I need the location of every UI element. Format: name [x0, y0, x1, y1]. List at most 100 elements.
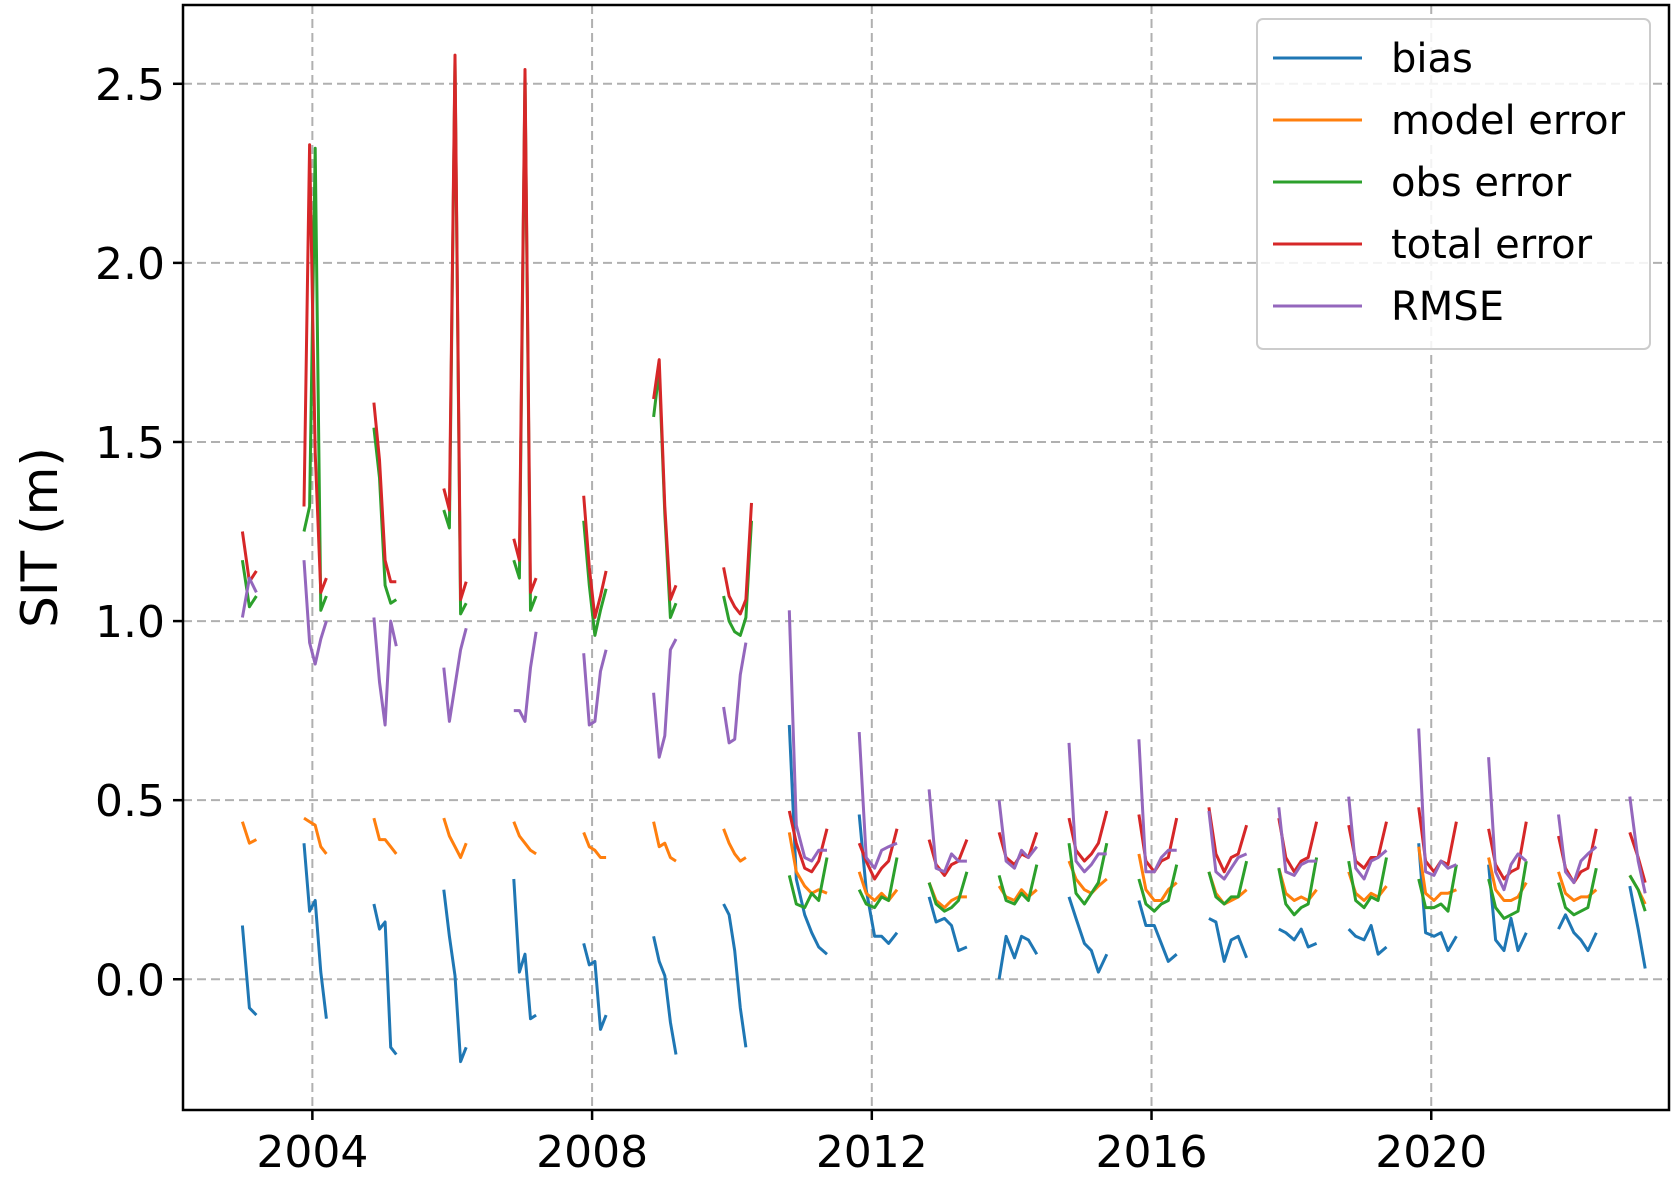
legend: bias model error obs error total error RMSE [1256, 18, 1651, 350]
model-error-segment-8 [722, 828, 747, 863]
obs-error-segment-13 [1067, 842, 1109, 906]
x-axis-ticks: 2004 2008 2012 2016 2020 [256, 1110, 1487, 1178]
rmse-segment-17 [1347, 796, 1388, 881]
obs-error-segment-14 [1137, 864, 1179, 913]
legend-box [1256, 18, 1651, 350]
legend-label-rmse: RMSE [1391, 284, 1504, 330]
total-error-segment-7 [652, 358, 678, 602]
bias-segment-20 [1557, 913, 1598, 953]
bias-segment-5 [512, 878, 537, 1021]
model-error-segment-18 [1417, 846, 1457, 902]
obs-error-segment-12 [997, 864, 1039, 906]
x-tick-label-2012: 2012 [816, 1127, 928, 1178]
obs-error-segment-2 [302, 146, 328, 612]
bias-segment-18 [1417, 843, 1458, 953]
total-error-segment-5 [512, 68, 538, 594]
x-tick-label-2020: 2020 [1375, 1127, 1487, 1178]
y-axis-ticks: 0.0 0.5 1.0 1.5 2.0 2.5 [95, 60, 183, 1006]
obs-error-segment-1 [240, 559, 258, 609]
series-lines [240, 53, 1647, 1064]
obs-error-segment-17 [1347, 857, 1388, 910]
rmse-segment-7 [652, 638, 678, 759]
model-error-segment-6 [582, 831, 607, 859]
obs-error-segment-9 [787, 857, 829, 910]
obs-error-segment-3 [372, 427, 398, 605]
total-error-segment-2 [302, 143, 328, 594]
obs-error-segment-20 [1557, 867, 1598, 917]
rmse-segment-18 [1417, 728, 1457, 877]
bias-segment-17 [1347, 924, 1388, 956]
legend-label-bias: bias [1391, 36, 1473, 82]
rmse-segment-4 [442, 627, 468, 723]
rmse-segment-6 [582, 649, 608, 727]
rmse-segment-14 [1137, 739, 1177, 874]
bias-segment-7 [652, 935, 678, 1055]
y-tick-label-1.0: 1.0 [95, 597, 165, 648]
obs-error-segment-11 [927, 871, 969, 913]
total-error-segment-6 [582, 495, 608, 619]
x-tick-label-2016: 2016 [1096, 1127, 1208, 1178]
y-tick-label-1.5: 1.5 [95, 418, 165, 469]
total-error-segment-3 [372, 402, 397, 584]
rmse-segment-9 [787, 610, 827, 863]
rmse-segment-20 [1557, 814, 1598, 885]
legend-label-model-error: model error [1391, 98, 1626, 144]
x-tick-label-2008: 2008 [536, 1127, 648, 1178]
rmse-segment-1 [240, 576, 258, 618]
rmse-segment-21 [1628, 796, 1647, 894]
bias-segment-2 [302, 843, 328, 1019]
bias-segment-21 [1628, 885, 1647, 969]
obs-error-segment-15 [1207, 860, 1249, 906]
rmse-segment-11 [927, 789, 967, 874]
obs-error-segment-21 [1628, 874, 1647, 912]
bias-segment-3 [372, 903, 398, 1056]
total-error-segment-9 [787, 810, 829, 874]
rmse-segment-15 [1207, 810, 1248, 881]
rmse-segment-19 [1487, 757, 1528, 892]
bias-segment-16 [1278, 927, 1318, 949]
bias-segment-8 [722, 903, 748, 1048]
rmse-segment-10 [857, 732, 898, 870]
bias-segment-12 [997, 934, 1039, 980]
total-error-segment-4 [442, 53, 468, 602]
bias-segment-15 [1208, 917, 1248, 963]
obs-error-segment-19 [1487, 860, 1528, 920]
total-error-segment-8 [722, 502, 753, 616]
plot-frame [181, 3, 1671, 1112]
model-error-segment-4 [442, 817, 468, 859]
obs-error-segment-10 [857, 857, 899, 910]
rmse-segment-2 [302, 560, 328, 666]
y-tick-label-2.0: 2.0 [95, 239, 165, 290]
model-error-segment-3 [372, 817, 398, 855]
bias-segment-1 [240, 925, 258, 1017]
bias-segment-6 [582, 943, 608, 1031]
x-tick-label-2004: 2004 [256, 1127, 368, 1178]
y-tick-label-0.5: 0.5 [95, 776, 165, 827]
y-axis-label: SIT (m) [11, 447, 69, 628]
rmse-segment-5 [513, 631, 538, 723]
legend-label-obs-error: obs error [1391, 160, 1572, 206]
bias-segment-14 [1137, 900, 1178, 963]
rmse-segment-16 [1277, 807, 1317, 877]
bias-segment-10 [857, 814, 899, 945]
obs-error-segment-16 [1277, 857, 1319, 917]
bias-segment-13 [1067, 896, 1109, 974]
series-bias [240, 724, 1647, 1064]
rmse-segment-8 [722, 642, 748, 745]
rmse-segment-12 [997, 800, 1038, 870]
bias-segment-11 [927, 896, 968, 953]
rmse-segment-13 [1067, 742, 1107, 874]
y-tick-label-2.5: 2.5 [95, 60, 165, 111]
y-tick-label-0.0: 0.0 [95, 955, 165, 1006]
rmse-segment-3 [372, 617, 398, 727]
total-error-segment-15 [1207, 807, 1249, 874]
model-error-segment-2 [303, 816, 328, 855]
bias-segment-4 [442, 889, 468, 1064]
model-error-segment-1 [240, 821, 258, 845]
model-error-segment-5 [512, 821, 537, 856]
obs-error-segment-6 [582, 520, 608, 637]
series-rmse [240, 560, 1647, 894]
bias-segment-9 [787, 724, 828, 956]
obs-error-segment-18 [1417, 864, 1458, 913]
